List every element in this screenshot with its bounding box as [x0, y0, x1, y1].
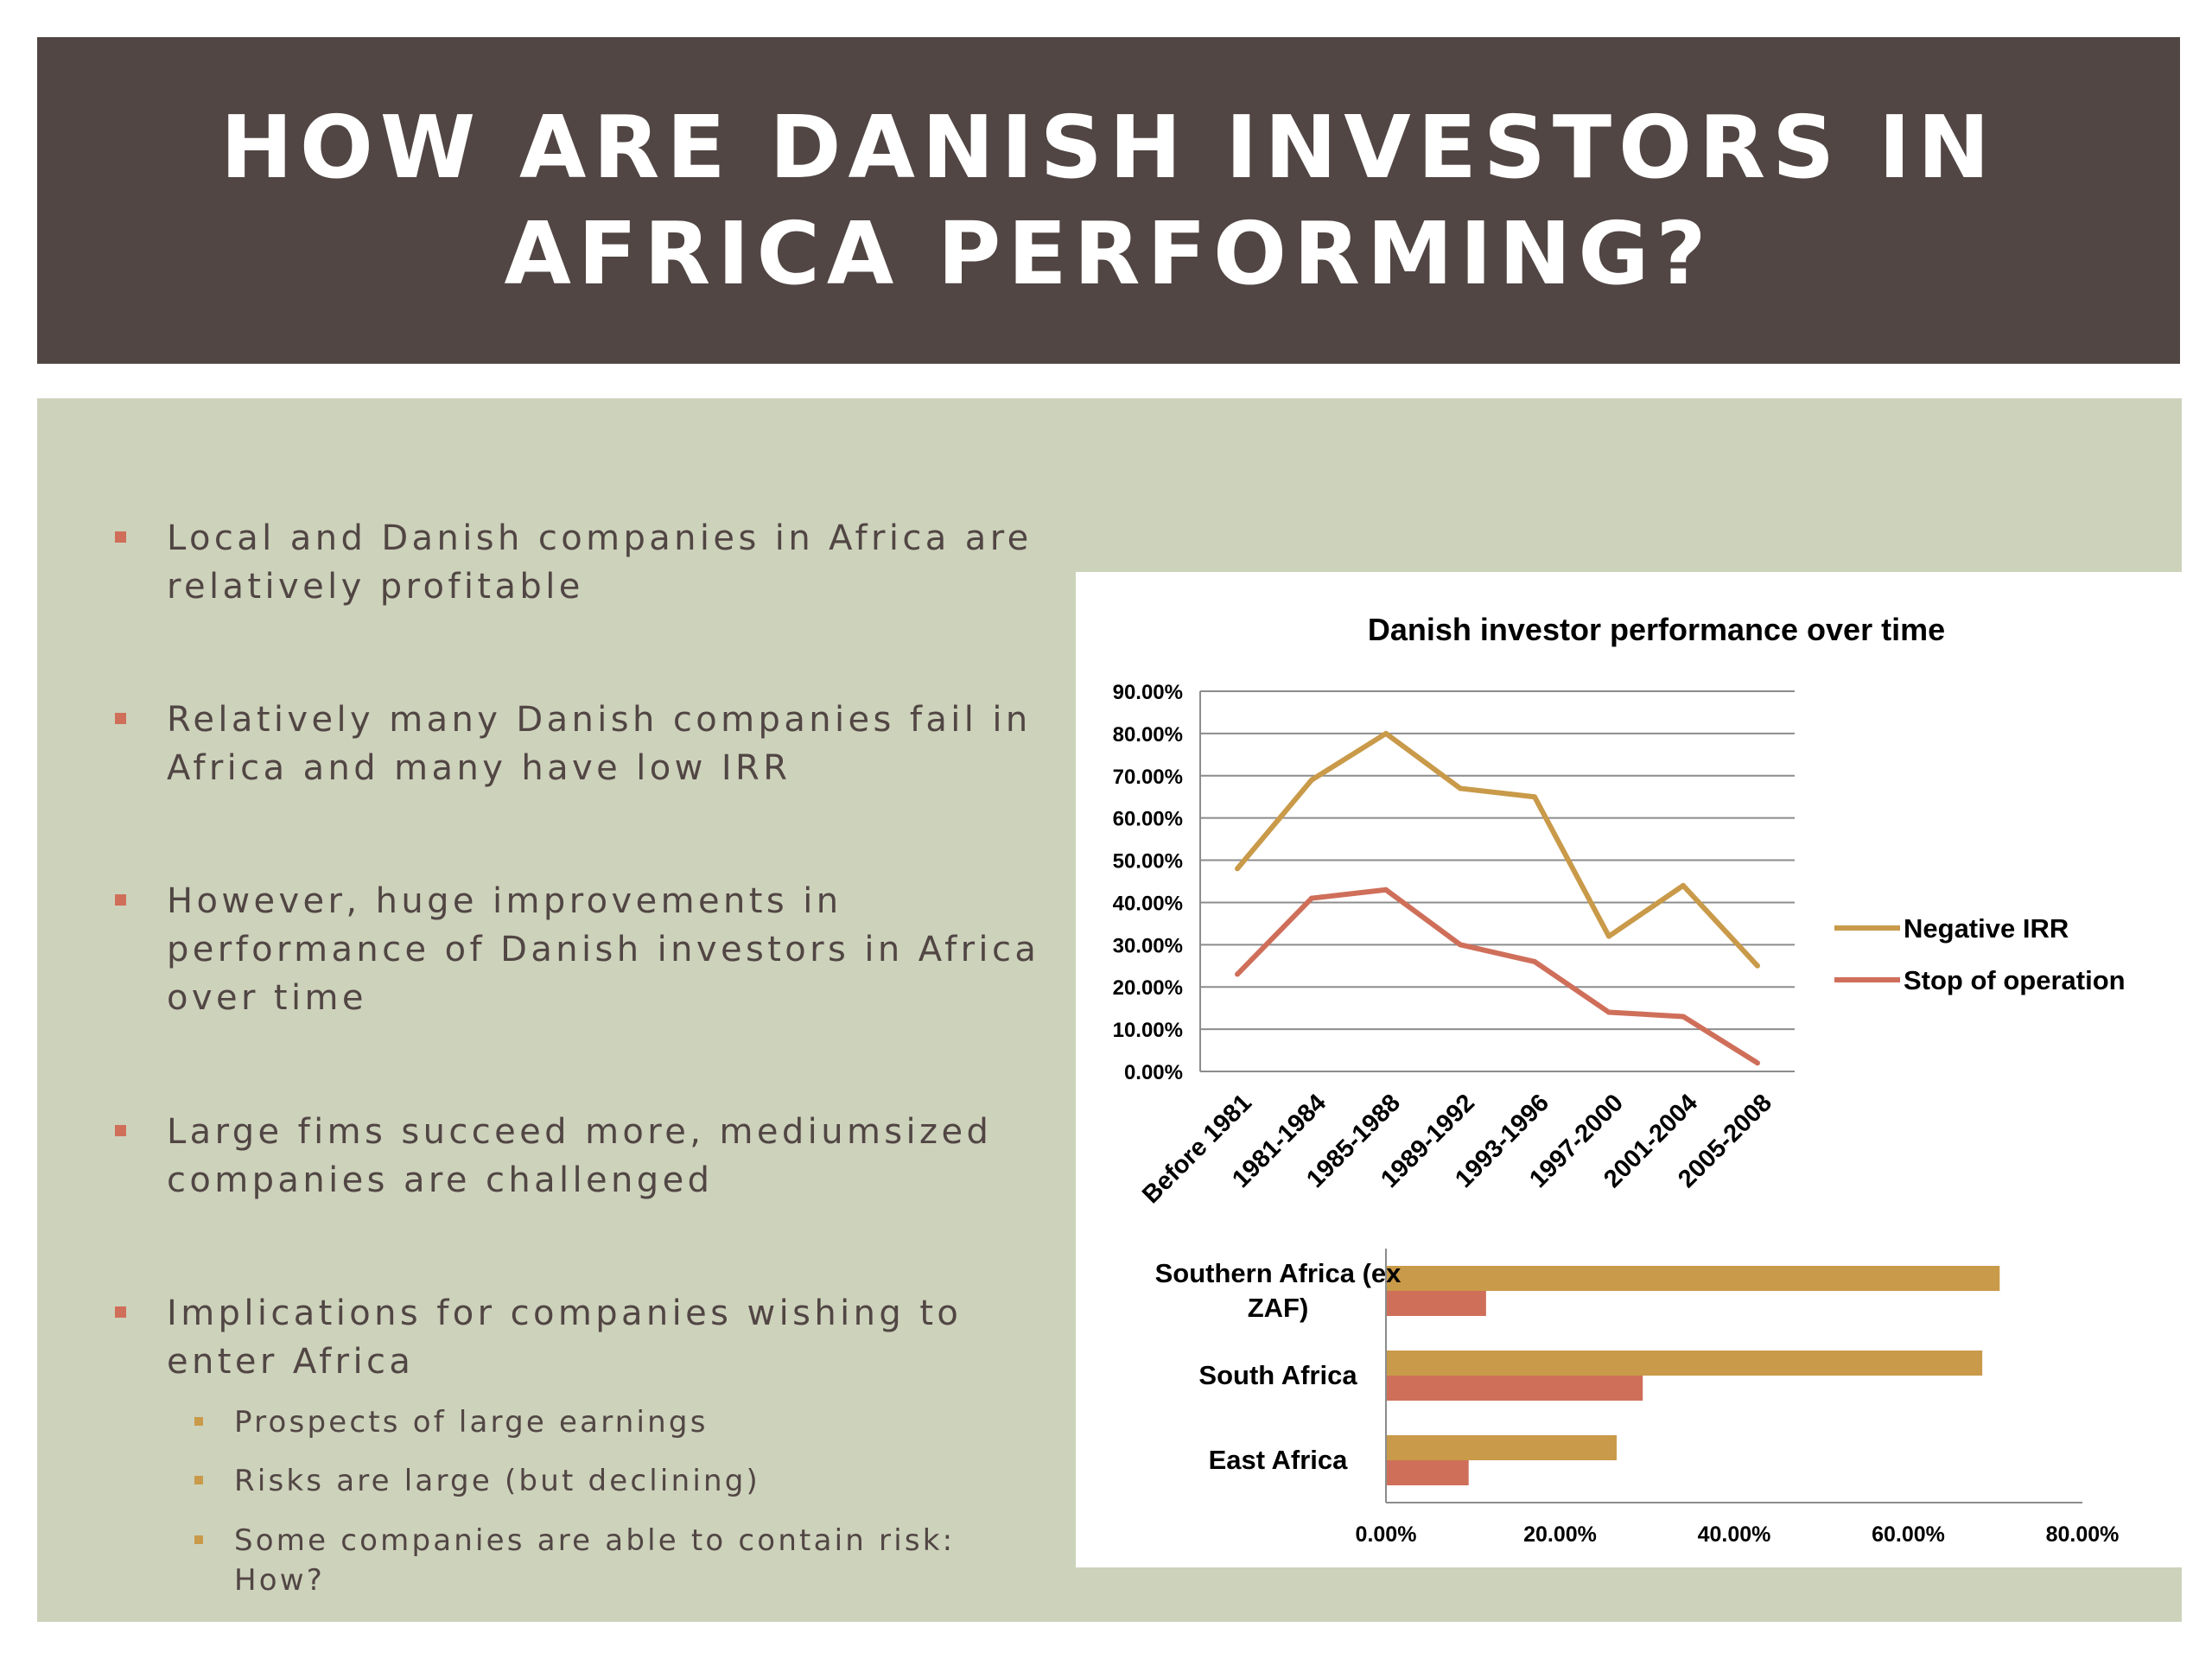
category-label: South Africa — [1198, 1360, 1357, 1390]
sub-bullet-item: Risks are large (but declining) — [194, 1461, 1046, 1501]
category-label: East Africa — [1209, 1445, 1349, 1475]
charts-svg: Danish investor performance over time 0.… — [1113, 612, 2126, 1547]
bullet-square-icon — [115, 531, 126, 543]
data-point — [1532, 794, 1537, 800]
y-tick-label: 80.00% — [1113, 723, 1183, 747]
x-tick-label: 80.00% — [2046, 1522, 2120, 1547]
title-bar: HOW ARE DANISH INVESTORS IN AFRICA PERFO… — [37, 37, 2180, 364]
y-tick-label: 90.00% — [1113, 681, 1183, 704]
bar-stop-of-operation — [1387, 1460, 1469, 1485]
y-tick-label: 60.00% — [1113, 808, 1183, 831]
bullet-square-icon — [115, 1306, 126, 1318]
category-label-line: ZAF) — [1248, 1293, 1309, 1323]
data-point — [1383, 730, 1389, 736]
category-label-line: South Africa — [1198, 1360, 1357, 1390]
bullet-item: Local and Danish companies in Africa are… — [115, 514, 1074, 611]
line-chart-title: Danish investor performance over time — [1368, 612, 1945, 647]
data-point — [1235, 866, 1240, 872]
sub-bullet-item: Some companies are able to contain risk:… — [194, 1521, 1046, 1600]
x-tick-label: 60.00% — [1872, 1522, 1945, 1547]
sub-bullet-text: Some companies are able to contain risk:… — [234, 1523, 956, 1598]
bullet-text: Relatively many Danish companies fail in… — [167, 700, 1032, 788]
bullet-item: Large fims succeed more, mediumsized com… — [115, 1108, 1074, 1205]
data-point — [1309, 895, 1314, 901]
bullet-text: Implications for companies wishing to en… — [167, 1294, 963, 1382]
sub-bullet-item: Prospects of large earnings — [194, 1402, 1046, 1442]
bullet-item: Implications for companies wishing to en… — [115, 1289, 1074, 1386]
x-tick-label: 0.00% — [1356, 1522, 1417, 1547]
sub-bullet-square-icon — [194, 1476, 203, 1484]
x-tick-label: 20.00% — [1523, 1522, 1597, 1547]
bar-negative-irr — [1387, 1351, 1983, 1376]
data-point — [1606, 1009, 1611, 1015]
x-tick-label: Before 1981 — [1137, 1089, 1257, 1209]
category-label-line: East Africa — [1209, 1445, 1349, 1475]
data-point — [1458, 785, 1463, 791]
category-label-line: Southern Africa (ex — [1155, 1258, 1402, 1288]
page-title: HOW ARE DANISH INVESTORS IN AFRICA PERFO… — [220, 97, 1997, 304]
data-point — [1235, 971, 1240, 977]
bullet-text: However, huge improvements in performanc… — [167, 881, 1040, 1018]
y-tick-label: 70.00% — [1113, 766, 1183, 789]
data-point — [1458, 942, 1463, 948]
bar-stop-of-operation — [1387, 1376, 1643, 1401]
bar-stop-of-operation — [1387, 1291, 1486, 1316]
data-point — [1532, 958, 1537, 964]
y-tick-label: 30.00% — [1113, 934, 1183, 957]
bar-negative-irr — [1387, 1266, 2000, 1291]
data-point — [1309, 777, 1314, 783]
data-point — [1681, 882, 1686, 888]
bullet-square-icon — [115, 1125, 126, 1136]
data-point — [1755, 1060, 1760, 1066]
legend-label: Negative IRR — [1904, 913, 2069, 944]
series-line-stop-of-operation — [1235, 887, 1759, 1065]
bullet-text: Large fims succeed more, mediumsized com… — [167, 1112, 993, 1200]
bullet-item: Relatively many Danish companies fail in… — [115, 696, 1074, 792]
legend-label: Stop of operation — [1904, 965, 2126, 995]
data-point — [1383, 887, 1389, 893]
bar-chart: 0.00% 20.00% 40.00% 60.00% 80.00% Southern Af… — [1155, 1249, 2120, 1547]
line-chart: 0.00% 10.00% 20.00% 30.00% 40.00% 50.00% 60.00… — [1113, 681, 2126, 1209]
sub-bullet-text: Prospects of large earnings — [234, 1405, 709, 1440]
data-point — [1681, 1014, 1686, 1020]
category-label: Southern Africa (ex ZAF) — [1155, 1258, 1402, 1323]
bullet-list: Local and Danish companies in Africa are… — [37, 398, 1074, 1622]
bullet-text: Local and Danish companies in Africa are… — [167, 518, 1033, 607]
y-tick-label: 0.00% — [1124, 1061, 1183, 1084]
bullet-square-icon — [115, 894, 126, 906]
series-line-negative-irr — [1235, 730, 1760, 968]
y-tick-label: 40.00% — [1113, 892, 1183, 915]
sub-bullet-square-icon — [194, 1535, 203, 1544]
sub-bullet-square-icon — [194, 1417, 203, 1426]
y-tick-label: 10.00% — [1113, 1019, 1183, 1042]
bar-negative-irr — [1387, 1435, 1617, 1460]
sub-bullet-text: Risks are large (but declining) — [234, 1464, 760, 1498]
data-point — [1606, 933, 1611, 939]
chart-box: Danish investor performance over time 0.… — [1076, 572, 2182, 1567]
bullet-item: However, huge improvements in performanc… — [115, 877, 1074, 1022]
y-tick-label: 50.00% — [1113, 850, 1183, 874]
y-tick-label: 20.00% — [1113, 976, 1183, 1000]
data-point — [1755, 963, 1760, 969]
x-tick-label: 40.00% — [1698, 1522, 1771, 1547]
bullet-square-icon — [115, 713, 126, 724]
